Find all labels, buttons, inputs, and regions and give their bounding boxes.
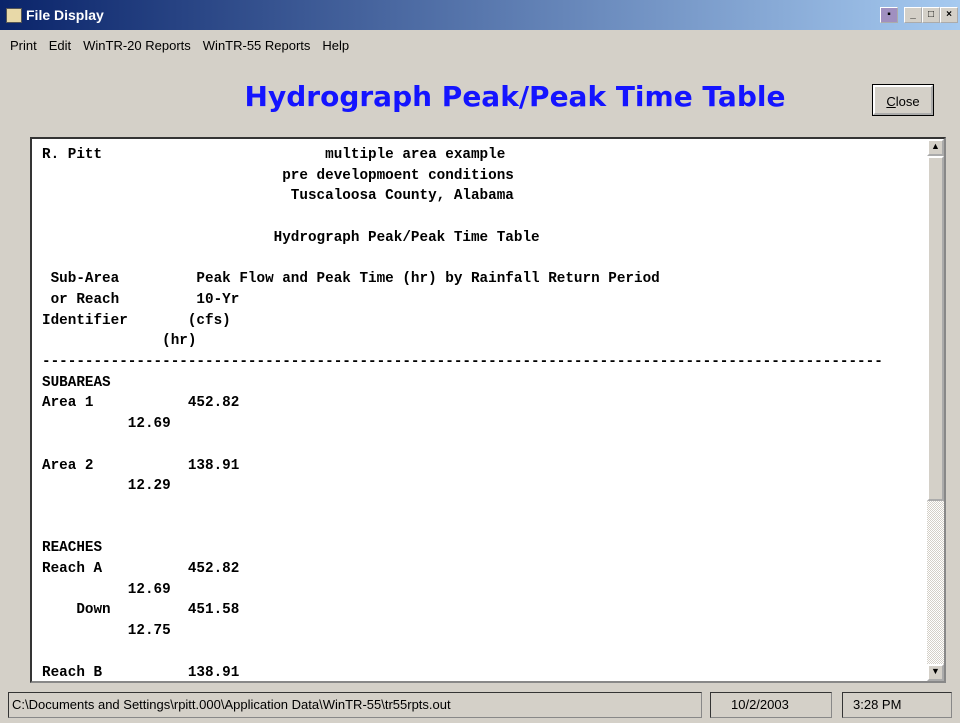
report-line: 12.75 [42, 623, 171, 640]
menu-item[interactable]: Print [10, 38, 37, 53]
report-line: ----------------------------------------… [42, 354, 883, 370]
report-line: Down 451.58 [42, 602, 240, 619]
report-line: 12.29 [42, 478, 171, 495]
minimize-button[interactable]: _ [904, 7, 922, 23]
heading: Hydrograph Peak/Peak Time Table [244, 80, 786, 113]
report-line: Hydrograph Peak/Peak Time Table [42, 229, 540, 246]
scroll-down[interactable]: ▼ [927, 664, 944, 681]
report-line: Area 1 452.82 [42, 395, 240, 412]
menu-item[interactable]: WinTR-55 Reports [202, 38, 311, 53]
report-line: 12.69 [42, 416, 171, 433]
report-line: R. Pitt multiple area example [42, 147, 506, 163]
report-line: REACHES [42, 540, 103, 557]
report-line: Identifier (cfs) [42, 312, 231, 329]
report-line: Area 2 138.91 [42, 457, 240, 474]
window-title: File Display [26, 7, 104, 23]
close-label[interactable]: Close [886, 94, 920, 109]
scrollbar[interactable]: ▲ ▼ [927, 139, 944, 681]
menu-item[interactable]: Help [322, 38, 350, 53]
report-line: Tuscaloosa County, Alabama [42, 188, 514, 205]
menu-item[interactable]: Edit [48, 38, 72, 53]
scroll-thumb[interactable] [927, 156, 944, 501]
title-bar: File Display ▪ _ □ × [0, 0, 960, 30]
maximize-button[interactable]: □ [922, 7, 940, 23]
status-time: 3:28 PM [842, 692, 952, 718]
close-button[interactable]: Close [872, 84, 934, 116]
status-date: 10/2/2003 [710, 692, 832, 718]
restore-button[interactable]: ▪ [880, 7, 898, 23]
report-line: pre developmoent conditions [42, 167, 514, 184]
report-line: Reach A 452.82 [42, 561, 240, 577]
status-path: C:\Documents and Settings\rpitt.000\Appl… [8, 692, 702, 718]
report-line: 12.69 [42, 581, 171, 598]
report-view: ▲ ▼ R. Pitt multiple area example pre de… [30, 137, 946, 683]
scroll-up[interactable]: ▲ [927, 139, 944, 156]
report-line: (hr) [42, 333, 197, 350]
menu-bar: Print Edit WinTR-20 Reports WinTR-55 Report… [10, 38, 349, 53]
report-line: or Reach 10-Yr [42, 291, 240, 308]
report-line: Reach B 138.91 [42, 664, 240, 681]
report-line: SUBAREAS [42, 374, 111, 391]
close-window-button[interactable]: × [940, 7, 958, 23]
menu-item[interactable]: WinTR-20 Reports [83, 38, 191, 53]
report-line: Sub-Area Peak Flow and Peak Time (hr) by… [42, 271, 660, 288]
app-icon [6, 8, 22, 23]
